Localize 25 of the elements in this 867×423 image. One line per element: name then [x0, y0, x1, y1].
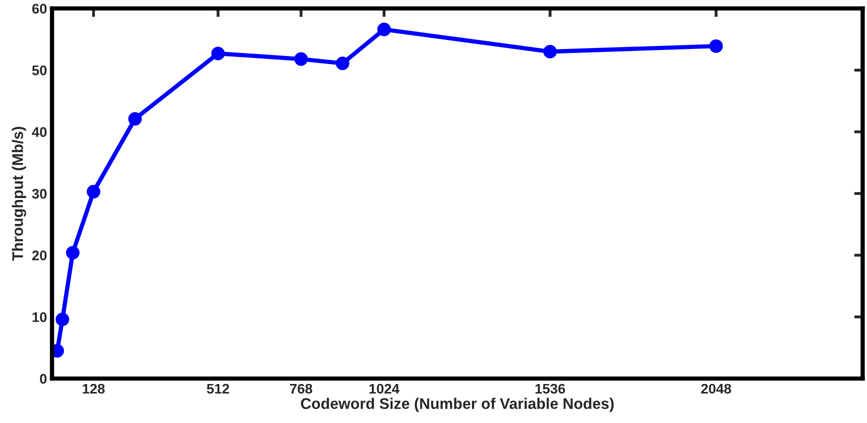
y-tick-label: 40 — [32, 127, 47, 138]
point — [86, 184, 100, 198]
x-tick-label: 1024 — [369, 384, 400, 394]
point — [543, 44, 557, 58]
x-tick-label: 128 — [82, 384, 105, 394]
point — [211, 46, 225, 60]
x-axis-title: Codeword Size (Number of Variable Nodes) — [300, 398, 614, 412]
point — [56, 312, 70, 326]
y-tick-label: 30 — [32, 188, 47, 199]
x-tick-label: 1536 — [536, 384, 566, 394]
x-tick-label: 512 — [206, 384, 230, 394]
y-tick-label: 0 — [40, 374, 47, 384]
x-tick-label: 768 — [290, 384, 312, 394]
y-tick-label: 50 — [32, 65, 47, 76]
y-axis-title: Throughput (Mb/s) — [12, 126, 26, 261]
y-tick-label: 10 — [32, 312, 47, 322]
point — [336, 56, 350, 70]
x-tick-label: 2048 — [701, 384, 732, 394]
y-tick-label: 60 — [32, 4, 47, 14]
point — [294, 52, 308, 66]
point — [709, 39, 723, 53]
point — [128, 112, 142, 126]
y-tick-label: 20 — [32, 250, 47, 260]
point — [377, 22, 391, 36]
point — [66, 246, 80, 260]
